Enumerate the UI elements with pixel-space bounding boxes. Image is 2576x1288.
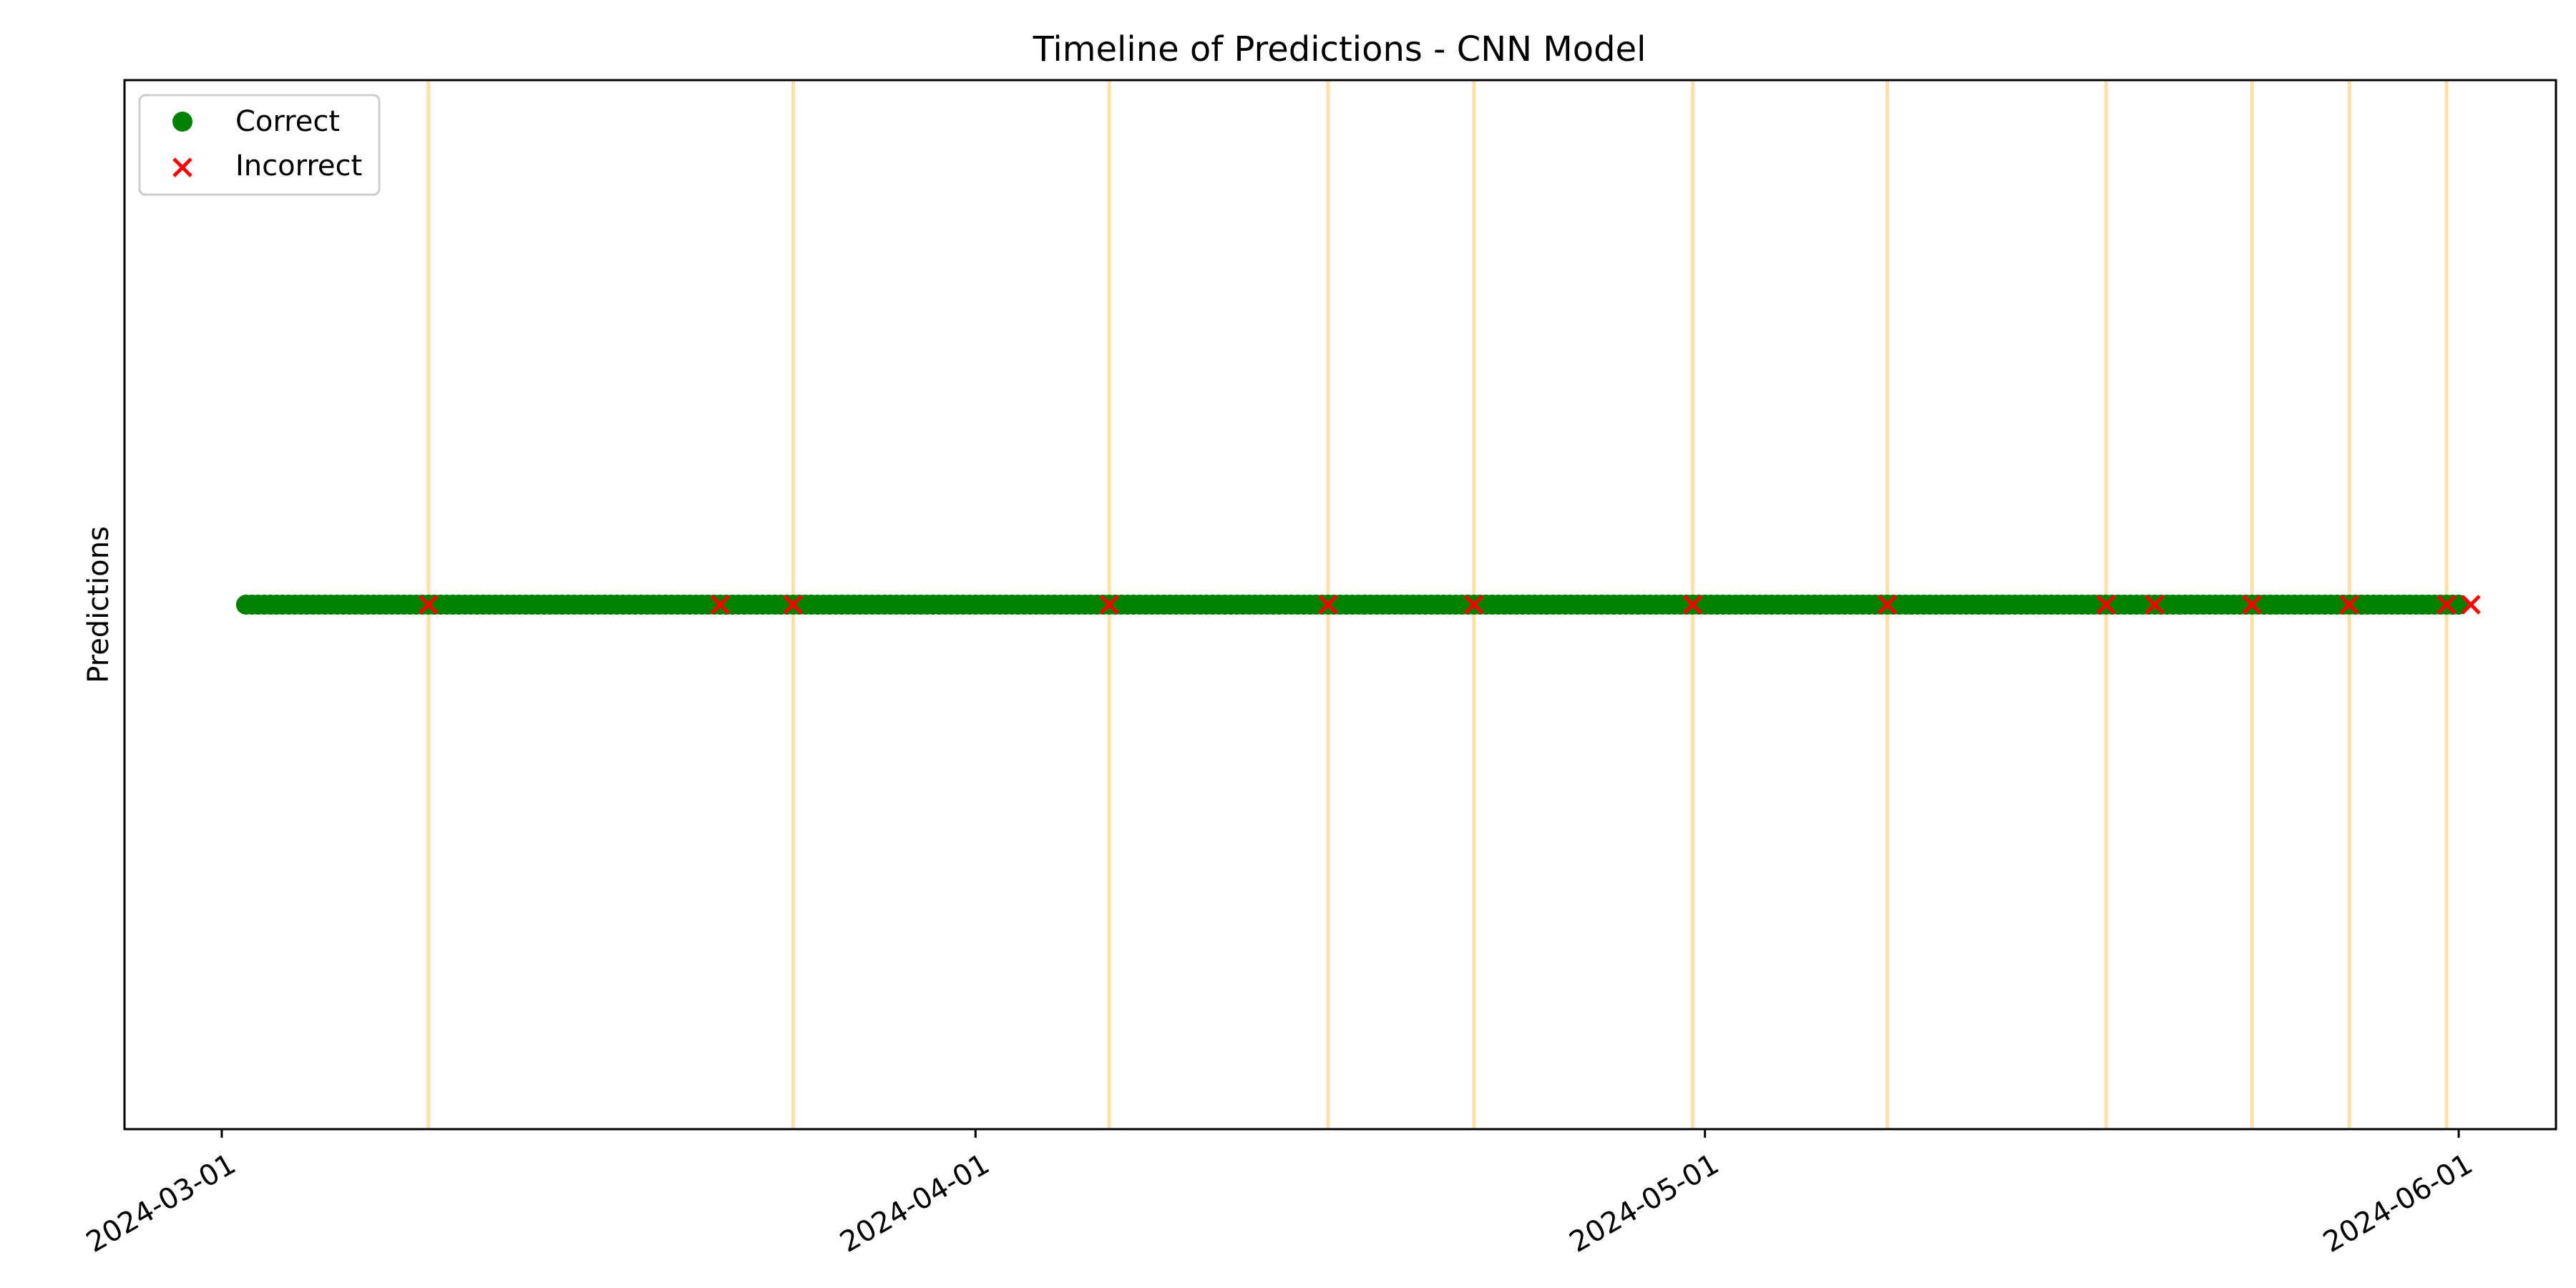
incorrect-point-stroke <box>1877 595 1898 615</box>
incorrect-point <box>2242 595 2263 615</box>
incorrect-point-stroke <box>2242 595 2263 615</box>
incorrect-point <box>1682 595 1703 615</box>
incorrect-point-stroke <box>1682 595 1703 615</box>
incorrect-point <box>2461 595 2481 615</box>
y-axis-label: Predictions <box>82 526 115 683</box>
legend-box <box>138 94 381 196</box>
plot-frame <box>123 79 2557 1131</box>
legend-incorrect-marker <box>172 157 192 177</box>
incorrect-point-stroke <box>2096 595 2117 615</box>
incorrect-point <box>1877 595 1898 615</box>
incorrect-point-stroke <box>1464 595 1484 615</box>
chart-title: Timeline of Predictions - CNN Model <box>1033 29 1646 69</box>
incorrect-point-stroke <box>1318 595 1338 615</box>
legend: Correct Incorrect <box>138 94 381 196</box>
legend-incorrect-label: Incorrect <box>235 150 362 182</box>
incorrect-point-stroke <box>2339 595 2359 615</box>
incorrect-point <box>1464 595 1484 615</box>
incorrect-point <box>1318 595 1338 615</box>
incorrect-point <box>2339 595 2359 615</box>
legend-correct-marker <box>172 112 192 132</box>
incorrect-point <box>2436 595 2457 615</box>
incorrect-point <box>710 595 731 615</box>
incorrect-point-stroke <box>783 595 804 615</box>
incorrect-point-stroke <box>418 595 439 615</box>
incorrect-point-stroke <box>2461 595 2481 615</box>
legend-correct-label: Correct <box>235 105 340 138</box>
incorrect-point <box>2096 595 2117 615</box>
plot-area <box>235 80 2481 1129</box>
incorrect-point <box>2145 595 2165 615</box>
incorrect-point <box>1099 595 1119 615</box>
incorrect-point-stroke <box>710 595 731 615</box>
incorrect-point <box>783 595 804 615</box>
incorrect-point-stroke <box>2145 595 2165 615</box>
incorrect-point <box>418 595 439 615</box>
incorrect-point-stroke <box>2436 595 2457 615</box>
incorrect-point-stroke <box>1099 595 1119 615</box>
